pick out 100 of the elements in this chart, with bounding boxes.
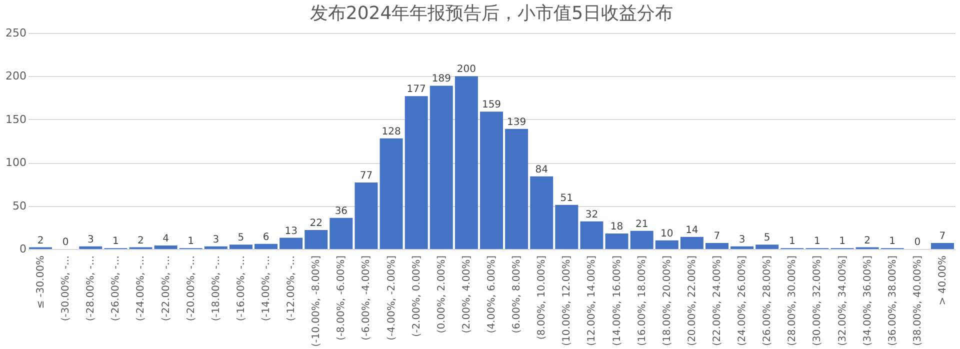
x-tick-label: (14.00%, 16.00%] (612, 255, 623, 346)
data-label: 1 (889, 236, 896, 248)
x-tick-label: (30.00%, 32.00%] (812, 255, 824, 346)
data-label: 1 (814, 236, 820, 248)
data-label: 6 (262, 232, 270, 243)
bar (655, 240, 678, 249)
data-label: 2 (864, 235, 870, 246)
bar (605, 233, 628, 249)
x-tick-label: ≤ -30.00% (36, 256, 47, 309)
y-tick-label: 200 (6, 70, 26, 83)
data-label: 51 (560, 192, 574, 204)
bar (330, 218, 353, 249)
y-tick-label: 0 (20, 242, 26, 256)
x-tick-label: (8.00%, 10.00%] (536, 255, 548, 340)
x-tick-label: (-2.00%, 0.00%] (411, 255, 422, 337)
x-tick-label: (-30.00%, -… (60, 256, 72, 322)
x-tick-label: (6.00%, 8.00%] (512, 255, 523, 334)
y-tick-label: 250 (6, 26, 26, 40)
bar (204, 246, 228, 249)
x-tick-label: (4.00%, 6.00%] (486, 255, 498, 334)
data-label: 3 (87, 234, 94, 246)
bar (430, 86, 453, 249)
data-label: 77 (360, 170, 373, 182)
bar (930, 242, 954, 249)
data-label: 3 (738, 234, 746, 246)
x-tick-label: (-12.00%, -… (286, 256, 298, 322)
bar (680, 236, 704, 249)
bar (280, 238, 303, 249)
x-tick-label: (2.00%, 4.00%] (461, 255, 472, 334)
data-label: 32 (585, 209, 598, 220)
x-tick-label: (32.00%, 34.00%] (837, 255, 848, 346)
x-tick-label: (20.00%, 22.00%] (686, 255, 698, 346)
data-label: 189 (432, 74, 451, 85)
x-tick-label: > 40.00% (937, 256, 948, 306)
x-tick-label: (28.00%, 30.00%] (787, 255, 798, 346)
data-label: 5 (238, 232, 244, 244)
data-label: 36 (334, 206, 348, 217)
bar (79, 246, 102, 249)
x-tick-label: (12.00%, 14.00%] (586, 255, 598, 346)
data-label: 139 (507, 116, 526, 128)
bar (630, 230, 654, 249)
x-tick-label: (22.00%, 24.00%] (712, 255, 723, 346)
data-label: 4 (162, 234, 169, 245)
data-label: 159 (482, 100, 502, 111)
data-label: 128 (382, 126, 401, 138)
y-tick-label: 150 (6, 112, 26, 126)
data-label: 200 (456, 64, 476, 76)
data-label: 2 (37, 235, 44, 246)
x-tick-label: (26.00%, 28.00%] (762, 255, 774, 346)
data-label: 3 (212, 234, 220, 246)
data-label: 1 (839, 236, 846, 248)
x-tick-label: (-24.00%, -… (136, 256, 147, 322)
x-tick-label: (-4.00%, -2.00%] (386, 255, 398, 340)
bar (154, 246, 178, 249)
x-tick-label: (-20.00%, -… (186, 256, 197, 322)
data-label: 177 (406, 84, 426, 96)
bar (354, 182, 378, 249)
bar (380, 138, 403, 249)
x-tick-label: (-26.00%, -… (110, 256, 122, 322)
x-tick-label: (-18.00%, -… (210, 256, 222, 322)
x-tick-label: (-14.00%, -… (261, 256, 272, 322)
data-label: 7 (714, 230, 720, 242)
data-label: 0 (62, 237, 69, 248)
bar (530, 176, 554, 249)
data-label: 10 (660, 228, 674, 240)
data-label: 1 (788, 236, 796, 248)
bar (454, 76, 478, 249)
bar (756, 244, 779, 249)
data-label: 13 (284, 226, 298, 237)
data-label: 1 (188, 236, 194, 248)
bar (505, 128, 528, 249)
data-label: 22 (310, 218, 322, 229)
x-tick-label: (38.00%, 40.00%] (912, 255, 924, 346)
bar (555, 204, 578, 249)
data-label: 84 (535, 164, 548, 176)
bar (730, 246, 754, 249)
data-label: 0 (914, 237, 921, 248)
data-label: 7 (939, 230, 946, 242)
x-tick-label: (-8.00%, -6.00%] (336, 255, 348, 340)
x-tick-label: (-6.00%, -4.00%] (361, 255, 372, 340)
data-label: 18 (610, 221, 624, 232)
bar (705, 242, 728, 249)
x-tick-label: (18.00%, 20.00%] (662, 255, 673, 346)
x-tick-label: (-10.00%, -8.00%] (311, 255, 322, 347)
x-tick-label: (-22.00%, -… (160, 256, 172, 322)
x-tick-label: (24.00%, 26.00%] (737, 255, 748, 346)
data-label: 2 (138, 235, 144, 246)
data-label: 5 (764, 232, 770, 244)
x-tick-label: (34.00%, 36.00%] (862, 255, 874, 346)
x-tick-label: (-16.00%, -… (236, 256, 247, 322)
x-tick-label: (16.00%, 18.00%] (636, 255, 648, 346)
x-tick-label: (10.00%, 12.00%] (562, 255, 573, 346)
data-label: 1 (112, 236, 119, 248)
bar (229, 244, 252, 249)
bar (580, 221, 604, 249)
y-tick-label: 50 (12, 199, 26, 212)
x-tick-label: (0.00%, 2.00%] (436, 255, 448, 334)
data-label: 21 (635, 218, 648, 230)
bar (304, 230, 328, 249)
bar (404, 96, 428, 249)
